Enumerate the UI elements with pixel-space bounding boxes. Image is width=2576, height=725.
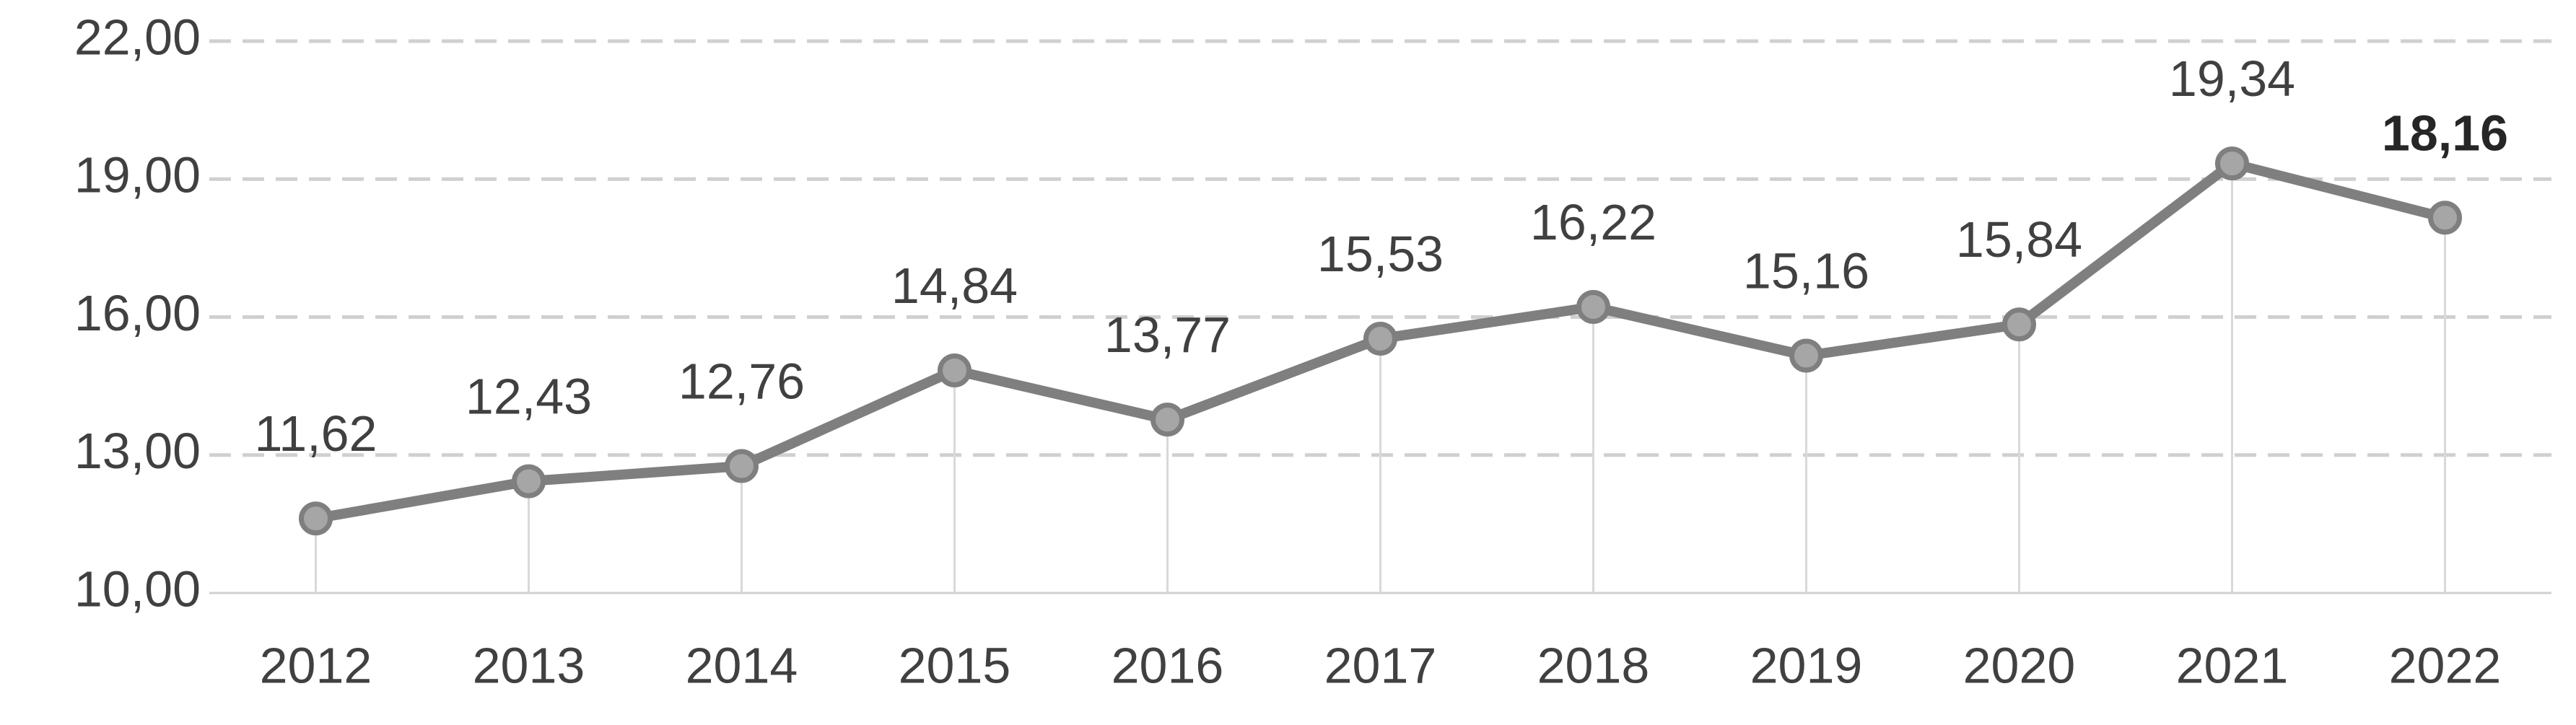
marker xyxy=(938,353,972,387)
x-tick-label: 2019 xyxy=(1750,637,1863,693)
x-tick-label: 2013 xyxy=(473,637,585,693)
x-tick-label: 2021 xyxy=(2176,637,2289,693)
data-label: 14,84 xyxy=(891,258,1018,314)
x-tick-label: 2017 xyxy=(1324,637,1437,693)
y-tick-label: 16,00 xyxy=(74,285,201,341)
x-tick-label: 2014 xyxy=(686,637,798,693)
data-label: 11,62 xyxy=(255,405,377,462)
marker xyxy=(1151,403,1184,437)
marker xyxy=(1576,289,1610,324)
marker xyxy=(299,501,333,536)
y-tick-label: 13,00 xyxy=(74,423,201,479)
marker xyxy=(725,449,759,483)
data-label: 12,43 xyxy=(466,369,592,425)
marker xyxy=(1789,338,1823,373)
data-label: 15,53 xyxy=(1317,226,1444,282)
data-label: 13,77 xyxy=(1104,307,1231,363)
x-tick-label: 2016 xyxy=(1112,637,1224,693)
y-tick-label: 10,00 xyxy=(74,561,201,617)
marker xyxy=(2428,201,2462,235)
x-tick-label: 2020 xyxy=(1963,637,2076,693)
data-label: 15,84 xyxy=(1956,211,2082,268)
x-tick-label: 2015 xyxy=(899,637,1011,693)
y-tick-label: 22,00 xyxy=(74,9,201,65)
data-label: 16,22 xyxy=(1530,194,1656,250)
x-tick-label: 2018 xyxy=(1537,637,1650,693)
marker xyxy=(2215,146,2249,181)
data-label: 19,34 xyxy=(2169,50,2295,107)
data-label: 12,76 xyxy=(678,353,805,410)
y-tick-label: 19,00 xyxy=(74,147,201,203)
data-label: 18,16 xyxy=(2382,105,2508,161)
marker xyxy=(1363,321,1397,356)
x-tick-label: 2022 xyxy=(2389,637,2502,693)
data-label: 15,16 xyxy=(1743,243,1869,299)
x-tick-label: 2012 xyxy=(260,637,372,693)
marker xyxy=(512,464,546,498)
marker xyxy=(2002,307,2036,342)
